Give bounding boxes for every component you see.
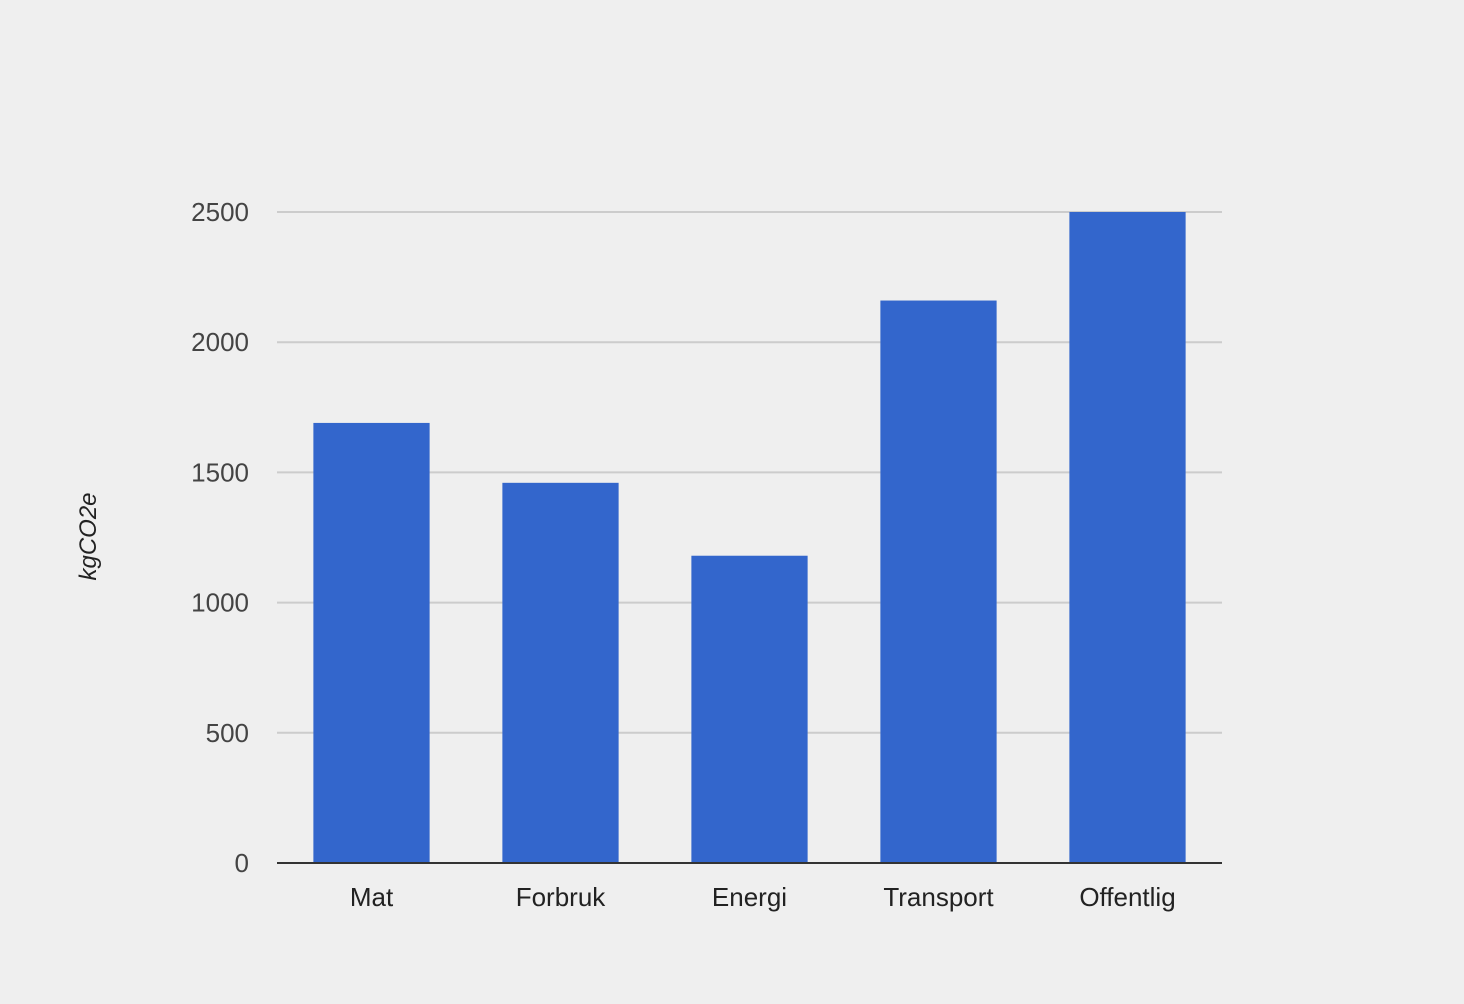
x-tick-label: Transport <box>883 882 994 912</box>
y-tick-label: 500 <box>206 718 249 748</box>
y-tick-label: 2000 <box>191 327 249 357</box>
bar-energi <box>691 555 808 863</box>
bar-mat <box>313 422 430 863</box>
bar-forbruk <box>502 482 619 863</box>
y-tick-label: 1500 <box>191 457 249 487</box>
x-axis-labels: Mat Forbruk Energi Transport Offentlig <box>350 882 1176 912</box>
gridlines <box>277 211 1222 734</box>
x-tick-label: Forbruk <box>516 882 607 912</box>
bars <box>313 212 1186 863</box>
y-tick-label: 1000 <box>191 588 249 618</box>
y-axis-ticks: 0 500 1000 1500 2000 2500 <box>191 197 249 878</box>
x-tick-label: Energi <box>712 882 787 912</box>
x-tick-label: Mat <box>350 882 394 912</box>
y-axis-title: kgCO2e <box>75 492 102 580</box>
bar-offentlig <box>1069 212 1186 863</box>
x-tick-label: Offentlig <box>1079 882 1175 912</box>
y-tick-label: 0 <box>235 848 249 878</box>
y-tick-label: 2500 <box>191 197 249 227</box>
bar-transport <box>880 300 997 863</box>
